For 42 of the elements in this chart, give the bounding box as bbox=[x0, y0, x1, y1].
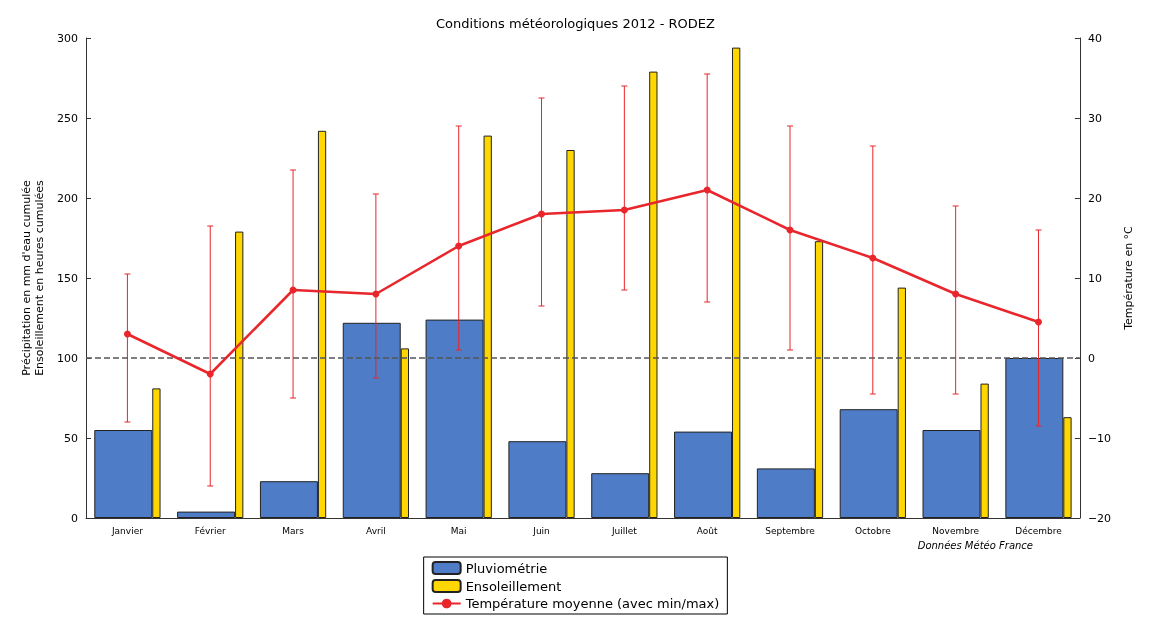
x-tick-label: Juillet bbox=[610, 525, 638, 536]
text: Données Météo France bbox=[917, 539, 1034, 551]
point bbox=[703, 186, 711, 194]
y-tick-label: 100 bbox=[57, 351, 78, 365]
x-tick-label: Mai bbox=[450, 525, 467, 536]
y-tick-label: 150 bbox=[57, 271, 78, 285]
y2-tick-label: 0 bbox=[1087, 351, 1095, 365]
y2-tick-label: 10 bbox=[1087, 271, 1102, 285]
point bbox=[1034, 318, 1042, 326]
y-tick-label: 200 bbox=[57, 191, 78, 205]
legend-label: Température moyenne (avec min/max) bbox=[464, 596, 720, 611]
point bbox=[869, 254, 877, 262]
x-tick-label: Août bbox=[696, 525, 719, 536]
y2-tick-label: −10 bbox=[1087, 431, 1112, 445]
x-tick-label: Mars bbox=[282, 525, 305, 536]
point bbox=[952, 290, 960, 298]
y-tick-label: 300 bbox=[57, 31, 78, 45]
x-tick-label: Avril bbox=[366, 525, 386, 536]
y-tick-label: 50 bbox=[64, 431, 78, 445]
y2-axis-title: Température en °C bbox=[1122, 225, 1135, 331]
point bbox=[123, 330, 131, 338]
chart-title: Conditions météorologiques 2012 - RODEZ bbox=[436, 16, 716, 31]
x-tick-label: Novembre bbox=[932, 525, 980, 536]
x-tick-label: Juin bbox=[532, 525, 550, 536]
legend-label: Pluviométrie bbox=[465, 560, 548, 576]
y2-tick-label: 30 bbox=[1087, 111, 1102, 125]
point bbox=[455, 242, 463, 250]
x-tick-label: Octobre bbox=[854, 525, 892, 536]
x-tick-label: Septembre bbox=[765, 525, 816, 536]
y2-tick-label: 20 bbox=[1087, 191, 1102, 205]
y-tick-label: 250 bbox=[57, 111, 78, 125]
x-tick-label: Janvier bbox=[110, 525, 144, 536]
point bbox=[206, 370, 214, 378]
point bbox=[538, 210, 546, 218]
x-tick-label: Février bbox=[194, 525, 227, 536]
y2-tick-label: −20 bbox=[1087, 511, 1112, 525]
legend-label: Ensoleillement bbox=[465, 578, 562, 594]
x-tick-label: Décembre bbox=[1015, 525, 1063, 536]
y2-tick-label: 40 bbox=[1087, 31, 1102, 45]
y-tick-label: 0 bbox=[71, 511, 78, 525]
point bbox=[620, 206, 628, 214]
y-axis-title: Précipitation en mm d'eau cumulée Ensoleillement en heures cumulées bbox=[20, 179, 47, 376]
